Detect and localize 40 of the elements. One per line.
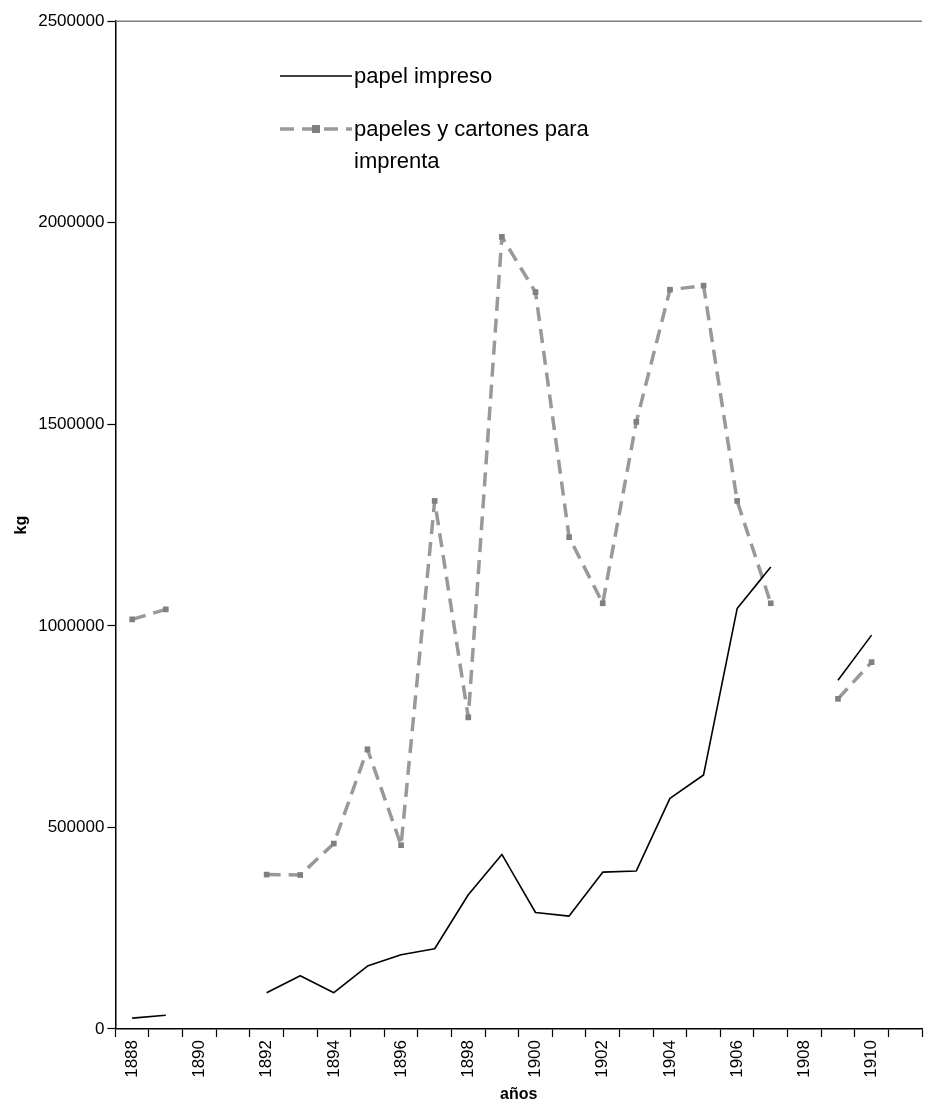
point <box>129 616 136 623</box>
point <box>566 534 572 541</box>
point <box>398 842 404 848</box>
x-tick-label: 1896 <box>390 1039 410 1078</box>
x-tick-label: 1904 <box>659 1039 679 1078</box>
point <box>297 872 304 878</box>
x-axis-title: años <box>500 1084 538 1102</box>
point <box>633 419 640 425</box>
legend-label: papel impreso <box>354 62 493 90</box>
x-tick-label: 1902 <box>592 1039 612 1078</box>
point <box>532 289 539 295</box>
x-tick-label: 1906 <box>726 1039 746 1078</box>
x-tick-label: 1892 <box>256 1039 276 1078</box>
y-tick-label: 2500000 <box>38 10 105 30</box>
point <box>667 286 673 293</box>
x-tick-label: 1908 <box>794 1039 814 1078</box>
point <box>364 746 371 753</box>
x-tick-label: 1898 <box>457 1039 477 1078</box>
x-tick-label: 1900 <box>525 1039 545 1078</box>
y-tick-label: 2000000 <box>38 212 105 232</box>
point <box>162 606 169 613</box>
point <box>734 498 740 504</box>
x-tick-label: 1894 <box>323 1039 343 1078</box>
x-tick-label: 1910 <box>861 1039 881 1078</box>
point <box>599 600 606 607</box>
point <box>499 234 505 240</box>
y-tick-label: 0 <box>94 1018 105 1038</box>
x-tick-label: 1888 <box>121 1039 141 1078</box>
point <box>835 696 841 702</box>
y-axis-title: kg <box>12 515 30 535</box>
point <box>331 840 337 847</box>
point <box>431 498 438 504</box>
point <box>767 600 774 607</box>
y-tick-label: 1000000 <box>38 615 105 635</box>
point <box>465 714 472 721</box>
x-tick-label: 1890 <box>189 1039 209 1078</box>
legend-label: papeles y cartones para imprenta <box>354 115 590 175</box>
point <box>868 659 875 665</box>
y-tick-label: 1500000 <box>38 414 105 433</box>
y-tick-label: 500000 <box>47 817 105 837</box>
